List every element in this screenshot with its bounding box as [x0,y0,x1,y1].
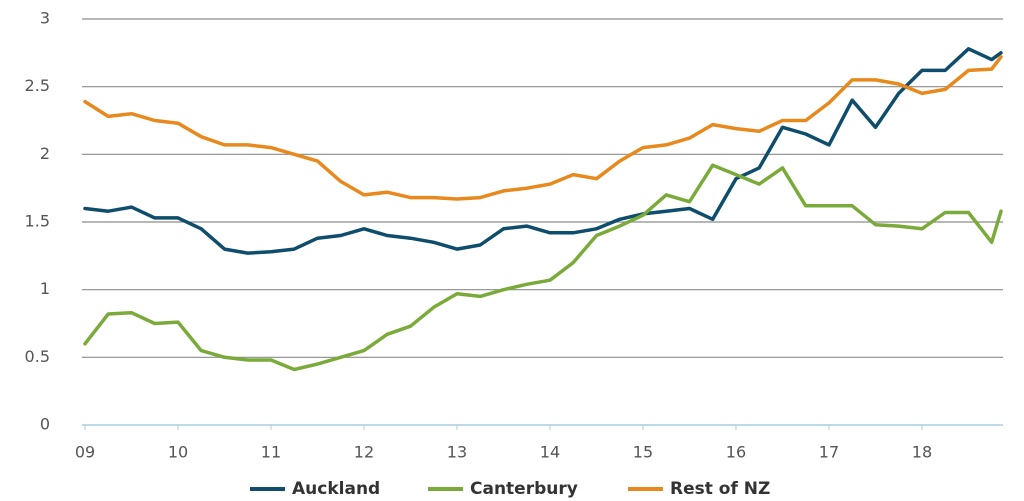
x-tick-label: 11 [261,443,281,462]
y-tick-label: 3 [40,9,50,28]
y-tick-label: 0.5 [25,347,50,366]
legend-label: Canterbury [470,479,578,499]
y-tick-label: 1.5 [25,212,50,231]
x-tick-label: 15 [633,443,653,462]
y-tick-label: 2 [40,144,50,163]
x-tick-label: 12 [354,443,374,462]
x-tick-label: 09 [75,443,95,462]
x-tick-label: 17 [819,443,839,462]
y-tick-label: 1 [40,279,50,298]
y-tick-label: 0 [40,415,50,434]
x-tick-label: 10 [168,443,188,462]
x-tick-label: 14 [540,443,560,462]
y-tick-label: 2.5 [25,76,50,95]
x-tick-label: 13 [447,443,467,462]
x-tick-label: 16 [726,443,746,462]
legend-label: Auckland [292,479,380,499]
x-tick-label: 18 [912,443,932,462]
legend-label: Rest of NZ [670,479,770,499]
series-line [83,55,1003,201]
series-line [83,47,1003,255]
series-line [83,163,1003,372]
